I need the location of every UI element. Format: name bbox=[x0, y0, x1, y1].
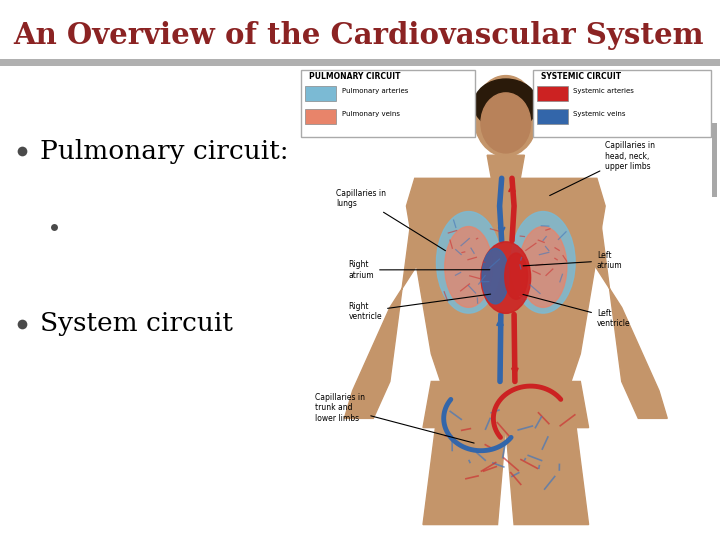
Ellipse shape bbox=[474, 79, 538, 130]
FancyBboxPatch shape bbox=[537, 86, 568, 101]
Text: Pulmonary circuit:: Pulmonary circuit: bbox=[40, 139, 288, 164]
Text: Capillaries in
head, neck,
upper limbs: Capillaries in head, neck, upper limbs bbox=[549, 141, 655, 195]
Text: Left
ventricle: Left ventricle bbox=[523, 294, 631, 328]
Polygon shape bbox=[423, 381, 588, 428]
FancyBboxPatch shape bbox=[0, 59, 720, 66]
FancyBboxPatch shape bbox=[711, 123, 717, 197]
Text: Right
ventricle: Right ventricle bbox=[348, 294, 490, 321]
Text: SYSTEMIC CIRCUIT: SYSTEMIC CIRCUIT bbox=[541, 72, 621, 81]
FancyBboxPatch shape bbox=[305, 86, 336, 101]
Polygon shape bbox=[406, 178, 605, 391]
Text: An Overview of the Cardiovascular System: An Overview of the Cardiovascular System bbox=[13, 21, 703, 50]
Ellipse shape bbox=[511, 212, 575, 313]
Ellipse shape bbox=[481, 93, 531, 153]
Ellipse shape bbox=[436, 212, 500, 313]
Text: PULMONARY CIRCUIT: PULMONARY CIRCUIT bbox=[309, 72, 400, 81]
FancyBboxPatch shape bbox=[301, 70, 474, 137]
FancyBboxPatch shape bbox=[537, 109, 568, 124]
Text: Right
atrium: Right atrium bbox=[348, 260, 490, 280]
Ellipse shape bbox=[445, 227, 492, 307]
Polygon shape bbox=[505, 428, 588, 524]
Ellipse shape bbox=[474, 76, 538, 157]
Polygon shape bbox=[344, 192, 431, 418]
Ellipse shape bbox=[505, 253, 528, 299]
Ellipse shape bbox=[481, 242, 531, 313]
Text: Pulmonary arteries: Pulmonary arteries bbox=[342, 89, 409, 94]
Text: Capillaries in
lungs: Capillaries in lungs bbox=[336, 188, 446, 251]
Text: Pulmonary veins: Pulmonary veins bbox=[342, 111, 400, 117]
Text: System circuit: System circuit bbox=[40, 312, 233, 336]
Text: Left
atrium: Left atrium bbox=[523, 251, 623, 271]
Ellipse shape bbox=[519, 227, 567, 307]
Polygon shape bbox=[487, 155, 524, 178]
Polygon shape bbox=[423, 428, 505, 524]
FancyBboxPatch shape bbox=[533, 70, 711, 137]
FancyBboxPatch shape bbox=[305, 109, 336, 124]
Ellipse shape bbox=[482, 248, 509, 304]
Text: Systemic veins: Systemic veins bbox=[573, 111, 626, 117]
Text: Systemic arteries: Systemic arteries bbox=[573, 89, 634, 94]
Polygon shape bbox=[580, 192, 667, 418]
Text: Capillaries in
trunk and
lower limbs: Capillaries in trunk and lower limbs bbox=[315, 393, 474, 443]
